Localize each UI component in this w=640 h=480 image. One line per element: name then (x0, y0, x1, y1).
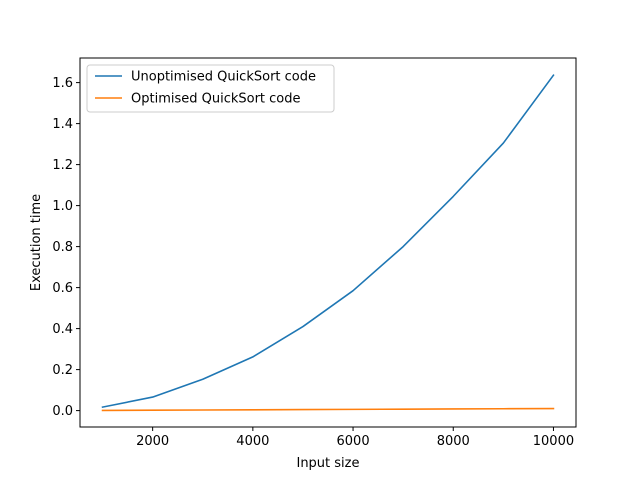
y-tick-label: 0.8 (52, 240, 73, 255)
y-tick-label: 1.0 (52, 199, 73, 214)
series-line-1 (101, 74, 555, 409)
y-tick-label: 0.4 (52, 322, 73, 337)
x-tick-label: 10000 (533, 434, 574, 449)
x-tick-label: 4000 (236, 434, 269, 449)
x-axis-label: Input size (296, 456, 359, 471)
y-tick-label: 0.6 (52, 281, 73, 296)
y-axis-ticks: 0.0 0.2 0.4 0.6 0.8 1.0 1.2 1.4 1.6 (52, 76, 80, 419)
y-tick-label: 1.6 (52, 76, 73, 91)
x-tick-label: 2000 (136, 434, 169, 449)
legend-box (86, 64, 335, 113)
plot-area: 2000 4000 6000 8000 10000 0.0 0.2 0.4 0.6 0.8 1.0… (52, 57, 577, 449)
y-tick-label: 0.2 (52, 363, 73, 378)
y-tick-label: 0.0 (52, 404, 73, 419)
legend: Unoptimised QuickSort code Optimised Quic… (86, 64, 335, 113)
legend-items: Unoptimised QuickSort code Optimised Quic… (95, 70, 316, 107)
series-line-2 (101, 407, 555, 412)
x-tick-label: 6000 (337, 434, 370, 449)
x-axis-ticks: 2000 4000 6000 8000 10000 (136, 427, 574, 449)
y-tick-label: 1.4 (52, 117, 73, 132)
y-axis-label: Execution time (29, 194, 44, 291)
legend-label-1: Unoptimised QuickSort code (131, 70, 316, 85)
legend-label-2: Optimised QuickSort code (131, 92, 301, 107)
y-tick-label: 1.2 (52, 158, 73, 173)
axes-frame (79, 57, 577, 428)
x-tick-label: 8000 (437, 434, 470, 449)
series-layer (101, 74, 555, 412)
